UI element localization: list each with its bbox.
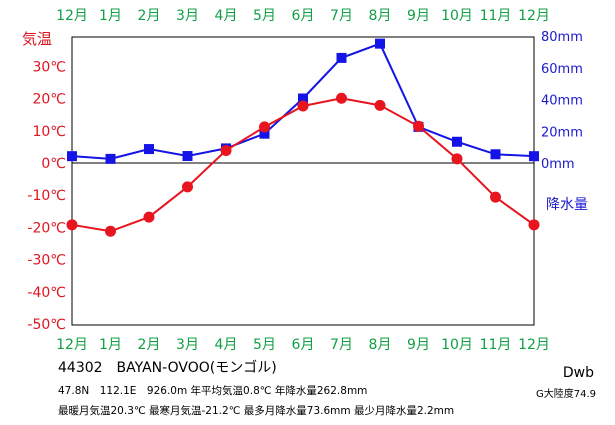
temperature-tick-label: -30℃ bbox=[27, 253, 66, 269]
month-label-top: 6月 bbox=[292, 8, 315, 24]
precipitation-tick-label: 40mm bbox=[541, 94, 583, 109]
month-label-bottom: 1月 bbox=[99, 337, 122, 353]
month-label-top: 1月 bbox=[99, 8, 122, 24]
temperature-point bbox=[182, 181, 193, 193]
temperature-tick-label: 20℃ bbox=[32, 92, 66, 108]
precipitation-point bbox=[490, 149, 501, 160]
month-label-bottom: 12月 bbox=[518, 337, 550, 353]
month-label-top: 10月 bbox=[441, 8, 473, 24]
month-label-bottom: 11月 bbox=[480, 337, 512, 353]
month-label-top: 11月 bbox=[480, 8, 512, 24]
temperature-point bbox=[490, 191, 501, 203]
precipitation-tick-label: 0mm bbox=[541, 157, 575, 172]
bottom-month-labels: 12月 1月 2月 3月 4月 5月 6月 7月 8月 9月 10月 11月 12月 bbox=[56, 337, 550, 353]
station-name: 44302 BAYAN-OVOO(モンゴル) bbox=[58, 360, 277, 376]
right-axis-title: 降水量 bbox=[546, 197, 588, 213]
temperature-tick-label: 10℃ bbox=[32, 124, 66, 140]
series-layer bbox=[66, 38, 540, 237]
precipitation-tick-label: 20mm bbox=[541, 125, 583, 140]
temperature-tick-label: -10℃ bbox=[27, 188, 66, 204]
temperature-point bbox=[220, 144, 232, 156]
month-label-top: 3月 bbox=[176, 8, 199, 24]
temperature-point bbox=[259, 121, 270, 133]
month-label-bottom: 4月 bbox=[215, 337, 238, 353]
precipitation-point bbox=[375, 38, 385, 49]
month-label-bottom: 12月 bbox=[56, 337, 88, 353]
precipitation-tick-label: 60mm bbox=[541, 62, 583, 77]
month-label-bottom: 8月 bbox=[369, 337, 392, 353]
precipitation-point bbox=[105, 153, 116, 164]
month-label-top: 7月 bbox=[330, 8, 353, 24]
temperature-tick-label: 30℃ bbox=[32, 59, 66, 75]
left-axis-title: 気温 bbox=[22, 30, 52, 48]
month-label-bottom: 3月 bbox=[176, 337, 199, 353]
month-label-top: 5月 bbox=[253, 8, 276, 24]
month-label-top: 9月 bbox=[407, 8, 430, 24]
month-label-top: 2月 bbox=[138, 8, 161, 24]
month-label-bottom: 9月 bbox=[407, 337, 430, 353]
temperature-point bbox=[451, 153, 463, 165]
month-label-bottom: 2月 bbox=[138, 337, 161, 353]
temperature-point bbox=[336, 92, 347, 104]
precipitation-point bbox=[529, 151, 539, 162]
plot-frame bbox=[71, 36, 535, 326]
temperature-tick-label: -40℃ bbox=[27, 285, 66, 301]
precipitation-point bbox=[452, 136, 462, 147]
station-extremes: 最暖月気温20.3℃ 最寒月気温-21.2℃ 最多月降水量73.6mm 最少月降… bbox=[58, 405, 455, 417]
top-month-labels: 12月 1月 2月 3月 4月 5月 6月 7月 8月 9月 10月 11月 12月 bbox=[56, 8, 550, 24]
climate-class: Dwb bbox=[562, 365, 594, 381]
month-label-bottom: 10月 bbox=[441, 337, 473, 353]
temperature-line bbox=[71, 97, 535, 233]
month-label-top: 8月 bbox=[369, 8, 392, 24]
left-axis-ticks: 30℃ 20℃ 10℃ 0℃ -10℃ -20℃ -30℃ -40℃ -50℃ bbox=[27, 59, 66, 333]
temperature-tick-label: -50℃ bbox=[27, 317, 66, 333]
precipitation-point bbox=[298, 93, 308, 104]
month-label-bottom: 5月 bbox=[253, 337, 276, 353]
temperature-point bbox=[105, 225, 116, 237]
precipitation-point bbox=[336, 52, 347, 63]
climate-region: G大陸度74.9 bbox=[535, 389, 596, 400]
month-label-bottom: 7月 bbox=[330, 337, 353, 353]
temperature-point bbox=[413, 120, 424, 132]
precipitation-point bbox=[182, 151, 193, 162]
right-axis-ticks: 80mm 60mm 40mm 20mm 0mm bbox=[541, 30, 583, 172]
month-label-top: 4月 bbox=[215, 8, 238, 24]
temperature-point bbox=[143, 211, 155, 223]
temperature-point bbox=[297, 100, 309, 112]
precipitation-point bbox=[144, 144, 154, 155]
month-label-top: 12月 bbox=[518, 8, 550, 24]
temperature-point bbox=[528, 219, 540, 231]
precipitation-point bbox=[67, 151, 77, 162]
precipitation-point bbox=[259, 128, 270, 139]
temperature-point bbox=[66, 219, 78, 231]
month-label-top: 12月 bbox=[56, 8, 88, 24]
station-details: 47.8N 112.1E 926.0m 年平均気温0.8℃ 年降水量262.8m… bbox=[58, 385, 368, 397]
temperature-tick-label: 0℃ bbox=[41, 156, 66, 172]
temperature-point bbox=[374, 99, 386, 111]
month-label-bottom: 6月 bbox=[292, 337, 315, 353]
temperature-tick-label: -20℃ bbox=[27, 220, 66, 236]
precipitation-tick-label: 80mm bbox=[541, 30, 583, 45]
